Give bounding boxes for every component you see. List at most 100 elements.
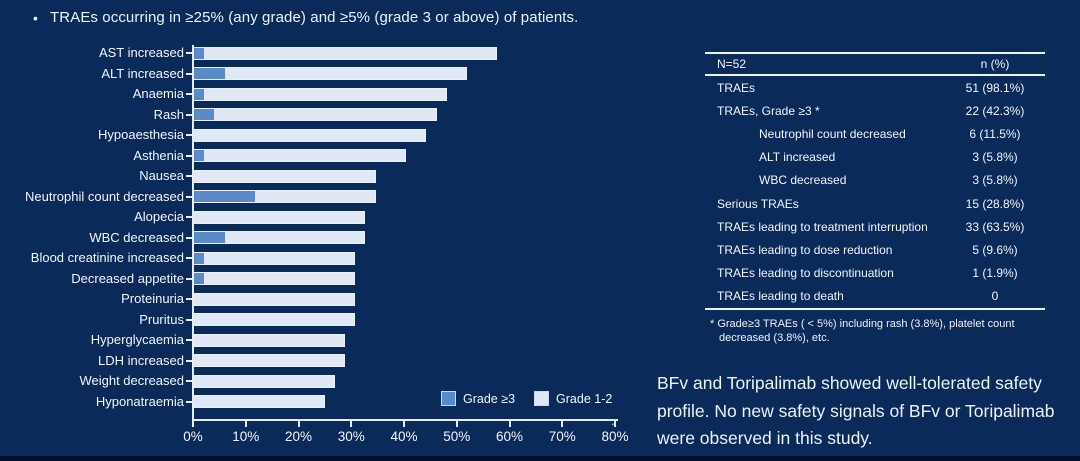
bullet-line: • TRAEs occurring in ≥25% (any grade) an…: [33, 9, 578, 28]
table-body: TRAEs 51 (98.1%) TRAEs, Grade ≥3 * 22 (42.3…: [705, 76, 1045, 310]
x-tick-label: 60%: [495, 429, 524, 444]
table-row: Neutrophil count decreased 6 (11.5%): [705, 122, 1045, 145]
chart-bar-grade3-segment: [194, 68, 225, 79]
table-footnote: * Grade≥3 TRAEs ( < 5%) including rash (…: [710, 317, 1015, 344]
y-tick: [186, 72, 193, 75]
chart-bar: [193, 169, 376, 183]
legend-swatch-grade12: [534, 391, 550, 406]
category-label: Nausea: [139, 168, 184, 183]
y-tick: [186, 175, 193, 177]
x-tick-label: 10%: [232, 429, 260, 444]
chart-bar-grade3-segment: [194, 191, 255, 202]
table-row: ALT increased 3 (5.8%): [705, 146, 1045, 169]
table-row: Serious TRAEs 15 (28.8%): [705, 192, 1045, 215]
chart-bar: [193, 251, 356, 265]
category-label: Rash: [153, 106, 184, 122]
chart-bar: [193, 46, 498, 60]
y-axis-line: [192, 45, 194, 421]
bottom-strip: [0, 456, 1080, 461]
table-row-value: 1 (1.9%): [972, 266, 1018, 281]
chart-bar: [193, 231, 366, 244]
y-tick: [186, 195, 193, 198]
legend-label-grade3: Grade ≥3: [463, 391, 516, 406]
table-row-value: 15 (28.8%): [965, 196, 1025, 211]
chart-bar: [193, 210, 366, 224]
x-tick-label: 20%: [284, 429, 313, 444]
y-tick: [186, 216, 193, 218]
x-axis-line: [192, 419, 618, 421]
table-row-label: TRAEs leading to discontinuation: [717, 266, 894, 281]
category-label: Weight decreased: [79, 373, 184, 388]
legend-swatch-grade3: [441, 391, 456, 406]
category-label: Neutrophil count decreased: [25, 188, 184, 204]
table-row-value: 33 (63.5%): [965, 219, 1025, 234]
x-tick: [561, 421, 564, 427]
chart-bar: [193, 149, 407, 162]
table-header-n: N=52: [717, 57, 747, 71]
chart-bar-grade3-segment: [194, 109, 215, 120]
chart-bar: [193, 67, 467, 80]
table-row-label: Serious TRAEs: [717, 196, 799, 211]
y-tick: [186, 154, 193, 157]
trae-table: N=52 n (%) TRAEs 51 (98.1%) TRAEs, Grade ≥…: [705, 52, 1045, 345]
category-label: Decreased appetite: [71, 270, 184, 286]
chart-bar: [193, 313, 356, 326]
category-label: Blood creatinine increased: [30, 250, 184, 265]
table-header: N=52 n (%): [705, 52, 1045, 76]
category-label: AST increased: [98, 45, 184, 60]
chart-bar-grade3-segment: [194, 273, 205, 284]
category-label: Hyponatraemia: [95, 393, 184, 409]
y-tick: [186, 277, 193, 280]
x-tick-label: 30%: [337, 429, 365, 444]
y-tick: [186, 257, 193, 259]
table-row-value: 51 (98.1%): [965, 80, 1025, 95]
category-label: ALT increased: [101, 65, 184, 81]
summary-text: BFv and Toripalimab showed well-tolerate…: [657, 373, 1055, 448]
category-label: Pruritus: [139, 311, 184, 327]
chart-bar: [193, 292, 356, 306]
table-row: TRAEs, Grade ≥3 * 22 (42.3%): [705, 99, 1045, 122]
y-tick: [186, 113, 193, 116]
x-tick: [350, 421, 353, 427]
x-tick-label: 0%: [183, 429, 203, 444]
table-row: TRAEs leading to dose reduction 5 (9.6%): [705, 238, 1045, 261]
table-row: WBC decreased 3 (5.8%): [705, 169, 1045, 192]
x-tick-label: 50%: [443, 429, 471, 444]
x-tick-label: 70%: [548, 429, 576, 444]
bullet-icon: •: [33, 10, 39, 26]
legend-label-grade12: Grade 1-2: [556, 391, 613, 406]
y-tick: [186, 400, 193, 403]
chart-legend: Grade ≥3 Grade 1-2: [441, 391, 624, 406]
table-row-value: 3 (5.8%): [972, 173, 1018, 188]
table-row-label: TRAEs: [717, 80, 756, 95]
table-row-value: 22 (42.3%): [965, 103, 1025, 118]
chart-bar: [193, 333, 345, 347]
table-row: TRAEs leading to treatment interruption 3…: [705, 215, 1045, 238]
category-label: Proteinuria: [121, 291, 184, 306]
table-row: TRAEs leading to death 0: [705, 285, 1045, 308]
bullet-text: TRAEs occurring in ≥25% (any grade) and …: [50, 9, 579, 26]
chart-bar: [193, 190, 376, 203]
trae-bar-chart: AST increased ALT increased Anaemia Rash Hyp…: [25, 45, 629, 444]
table-row-label: TRAEs, Grade ≥3 *: [717, 103, 820, 118]
table-row-value: 0: [991, 289, 999, 304]
table-row-value: 6 (11.5%): [969, 126, 1021, 141]
chart-bar-grade3-segment: [194, 150, 205, 161]
table-row-value: 3 (5.8%): [972, 150, 1018, 165]
stray-period: .: [611, 413, 615, 428]
chart-bar: [193, 87, 447, 101]
y-tick: [186, 339, 193, 341]
table-header-npct: n (%): [980, 57, 1010, 71]
y-tick: [186, 236, 193, 239]
category-label: Asthenia: [133, 147, 184, 163]
chart-bar: [193, 354, 345, 367]
chart-bar-grade3-segment: [194, 232, 225, 243]
table-row-value: 5 (9.6%): [972, 242, 1018, 257]
chart-bar-grade3-segment: [194, 88, 205, 100]
chart-bar-grade3-segment: [194, 252, 205, 264]
category-label: Hyperglycaemia: [90, 332, 184, 347]
chart-bar: [193, 128, 427, 142]
category-label: Hypoaesthesia: [98, 127, 184, 142]
chart-bar: [193, 374, 335, 388]
